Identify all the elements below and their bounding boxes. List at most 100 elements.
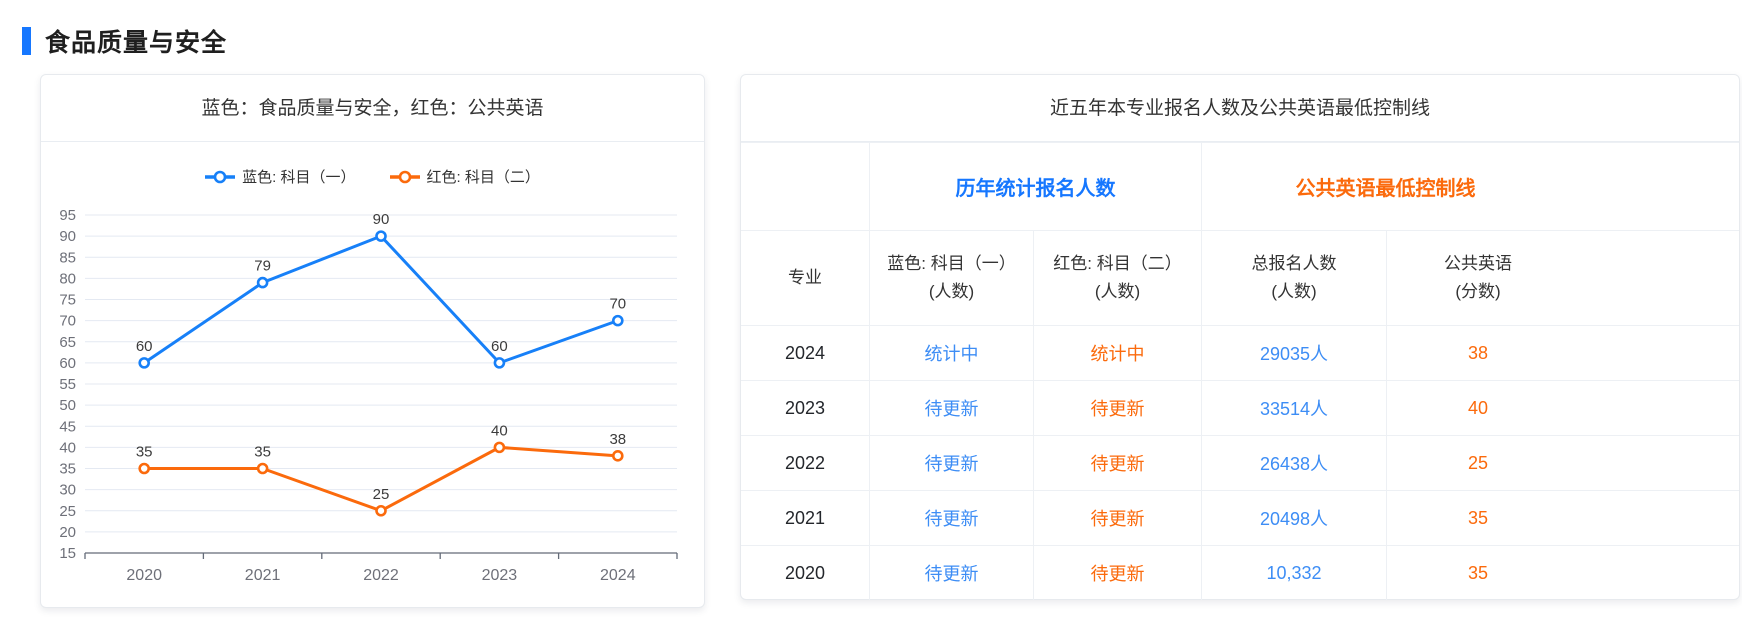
- y-tick-label: 60: [59, 355, 76, 372]
- data-point[interactable]: [256, 462, 269, 475]
- page-title: 食品质量与安全: [45, 29, 228, 57]
- cell-value: 统计中: [924, 344, 979, 364]
- series-red: 35 35 25 40 38: [136, 422, 626, 517]
- y-tick-label: 90: [59, 228, 76, 245]
- y-tick-label: 65: [59, 334, 76, 351]
- group-header-label: 历年统计报名人数: [955, 178, 1116, 200]
- chart-card-title: 蓝色：食品质量与安全，红色：公共英语: [41, 75, 704, 142]
- cell-value: 待更新: [1090, 564, 1145, 584]
- year-cell: 2024: [741, 325, 869, 380]
- x-tick-label: 2021: [245, 567, 281, 584]
- section-header: 食品质量与安全: [22, 23, 227, 59]
- english-score-cell: 40: [1386, 380, 1739, 435]
- data-point-label: 35: [136, 444, 153, 461]
- y-tick-label: 75: [59, 292, 76, 309]
- y-tick-label: 20: [59, 524, 76, 541]
- total-registrations-cell: 10,332: [1201, 545, 1386, 600]
- data-point-label: 60: [136, 338, 153, 355]
- group-header-empty-cell: [741, 142, 869, 230]
- series-blue: 60 79 90 60 70: [136, 211, 626, 369]
- legend-item-blue[interactable]: 蓝色: 科目（一）: [205, 166, 356, 187]
- data-point-label: 79: [254, 258, 271, 275]
- cell-value: 2022: [784, 452, 826, 473]
- subject1-cell: 统计中: [869, 325, 1033, 380]
- x-tick-label: 2022: [363, 567, 399, 584]
- total-registrations-cell: 29035人: [1201, 325, 1386, 380]
- cell-value: 待更新: [924, 454, 979, 474]
- legend-item-red[interactable]: 红色: 科目（二）: [389, 166, 540, 187]
- data-point[interactable]: [493, 441, 506, 454]
- subject2-cell: 待更新: [1033, 380, 1201, 435]
- accent-bar-icon: [22, 27, 31, 55]
- chart-region: 蓝色: 科目（一） 红色: 科目（二） 15 20 25 30 35 40 45 50 55 60 6…: [41, 142, 704, 606]
- column-header-sub-label: (分数): [1455, 282, 1501, 301]
- data-point-label: 70: [609, 296, 626, 313]
- y-tick-label: 70: [59, 313, 76, 330]
- year-cell: 2022: [741, 435, 869, 490]
- cell-value: 2021: [784, 507, 826, 528]
- group-header-registrations: 历年统计报名人数: [869, 142, 1201, 230]
- subject1-cell: 待更新: [869, 380, 1033, 435]
- english-score-cell: 35: [1386, 490, 1739, 545]
- cell-value: 35: [1467, 507, 1489, 528]
- english-score-cell: 38: [1386, 325, 1739, 380]
- data-point[interactable]: [611, 450, 624, 462]
- cell-value: 2020: [784, 562, 826, 583]
- column-header-3: 总报名人数 (人数): [1201, 230, 1386, 325]
- data-point-label: 25: [373, 486, 390, 503]
- cell-value: 待更新: [1090, 509, 1145, 529]
- y-tick-label: 45: [59, 418, 76, 435]
- column-header-label: 总报名人数: [1251, 253, 1337, 273]
- data-point-label: 90: [373, 211, 390, 228]
- column-header-label: 蓝色: 科目（一）: [887, 253, 1016, 273]
- table-card-title: 近五年本专业报名人数及公共英语最低控制线: [741, 75, 1739, 142]
- cell-value: 统计中: [1090, 344, 1145, 364]
- cell-value: 38: [1467, 342, 1489, 363]
- column-header-1: 蓝色: 科目（一） (人数): [869, 230, 1033, 325]
- data-point[interactable]: [611, 314, 624, 327]
- data-point-label: 60: [491, 338, 508, 355]
- cell-value: 40: [1467, 397, 1489, 418]
- column-header-sub-label: (人数): [1094, 282, 1141, 301]
- y-tick-label: 40: [59, 439, 76, 456]
- data-point[interactable]: [375, 230, 387, 242]
- column-header-2: 红色: 科目（二） (人数): [1033, 230, 1201, 325]
- data-point[interactable]: [375, 504, 387, 517]
- cell-value: 35: [1467, 562, 1489, 583]
- y-tick-label: 25: [59, 503, 76, 520]
- subject2-cell: 待更新: [1033, 435, 1201, 490]
- column-header-sub-label: (人数): [1271, 282, 1317, 301]
- data-point[interactable]: [493, 357, 506, 369]
- legend-label: 红色: 科目（二）: [426, 169, 540, 186]
- subject1-cell: 待更新: [869, 490, 1033, 545]
- y-tick-label: 30: [59, 482, 76, 499]
- group-header-english-line: 公共英语最低控制线: [1201, 142, 1739, 230]
- stats-table: 历年统计报名人数 公共英语最低控制线 专业 蓝色: 科目（一） (人数) 红色: 科目（二…: [741, 142, 1739, 600]
- cell-value: 2023: [784, 397, 826, 418]
- cell-value: 20498人: [1259, 509, 1329, 529]
- column-header-label: 公共英语: [1444, 253, 1512, 273]
- table-card: 近五年本专业报名人数及公共英语最低控制线 历年统计报名人数 公共英语最低控制线专业…: [740, 74, 1740, 600]
- cell-value: 待更新: [924, 509, 979, 529]
- x-tick-label: 2024: [600, 567, 636, 584]
- subject1-cell: 待更新: [869, 545, 1033, 600]
- data-point[interactable]: [138, 357, 150, 369]
- y-tick-label: 15: [59, 545, 76, 562]
- subject1-cell: 待更新: [869, 435, 1033, 490]
- data-point-label: 35: [254, 444, 271, 461]
- subject2-cell: 待更新: [1033, 545, 1201, 600]
- cell-value: 33514人: [1259, 399, 1329, 419]
- cell-value: 29035人: [1259, 344, 1329, 364]
- cell-value: 2024: [784, 342, 826, 363]
- english-score-cell: 25: [1386, 435, 1739, 490]
- total-registrations-cell: 20498人: [1201, 490, 1386, 545]
- data-point-label: 38: [609, 431, 626, 448]
- column-header-sub-label: (人数): [928, 282, 975, 301]
- cell-value: 待更新: [1090, 399, 1145, 419]
- chart-legend: 蓝色: 科目（一） 红色: 科目（二）: [41, 166, 704, 187]
- column-header-0: 专业: [741, 230, 869, 325]
- cell-value: 待更新: [924, 399, 979, 419]
- data-point-label: 40: [491, 422, 508, 439]
- data-point[interactable]: [138, 462, 150, 475]
- data-point[interactable]: [256, 276, 269, 289]
